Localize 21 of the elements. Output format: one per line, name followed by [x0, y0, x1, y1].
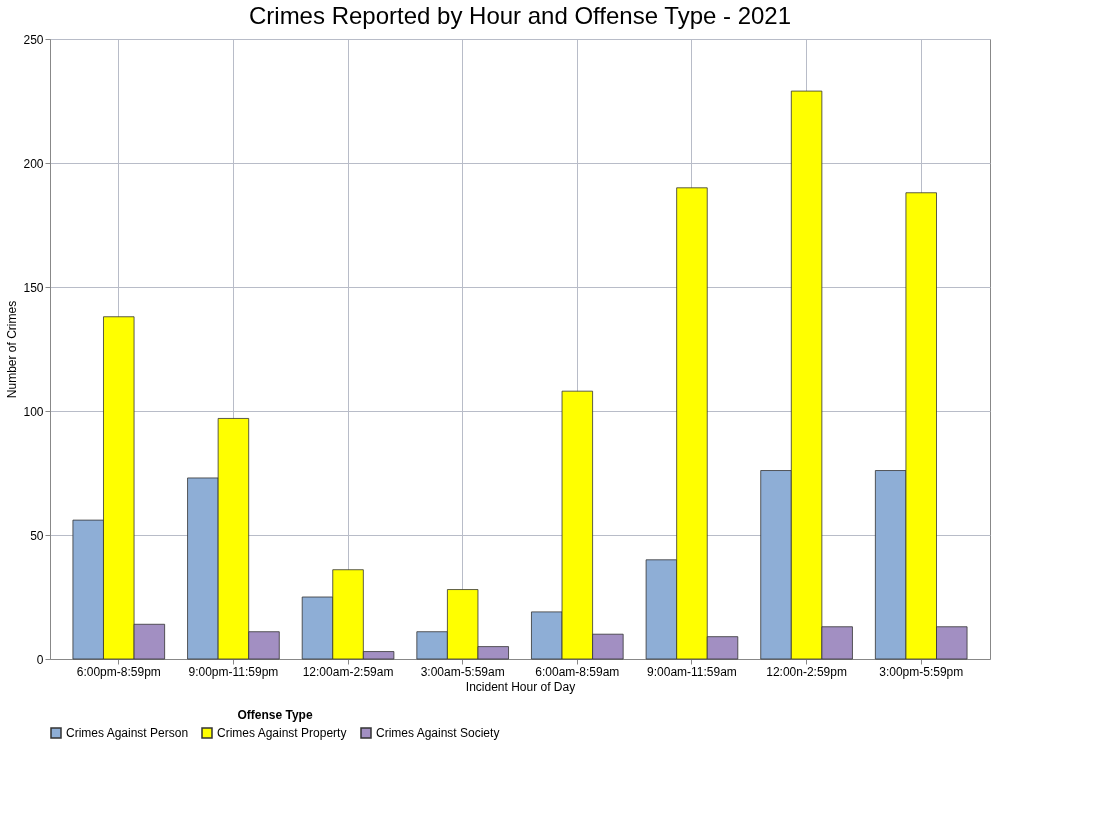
y-tick-label: 0 — [36, 652, 44, 667]
legend-label: Crimes Against Person — [66, 726, 189, 740]
x-axis-title: Incident Hour of Day — [465, 679, 576, 694]
legend-title: Offense Type — [237, 708, 313, 722]
y-tick-label: 50 — [30, 528, 44, 543]
x-tick-label: 3:00pm-5:59pm — [879, 664, 964, 679]
legend-label: Crimes Against Property — [217, 726, 347, 740]
x-tick-label: 12:00am-2:59am — [302, 664, 394, 679]
y-tick-label: 200 — [23, 156, 44, 171]
x-tick-label: 3:00am-5:59am — [420, 664, 505, 679]
x-tick-label: 6:00am-8:59am — [535, 664, 620, 679]
y-tick-label: 150 — [23, 280, 44, 295]
chart-title: Crimes Reported by Hour and Offense Type - 2021 — [248, 2, 792, 29]
x-tick-label: 9:00am-11:59am — [647, 664, 737, 679]
y-tick-label: 250 — [23, 32, 44, 47]
x-tick-label: 9:00pm-11:59pm — [188, 664, 279, 679]
y-tick-label: 100 — [23, 404, 44, 419]
x-tick-label: 6:00pm-8:59pm — [76, 664, 161, 679]
x-tick-label: 12:00n-2:59pm — [766, 664, 847, 679]
legend-label: Crimes Against Society — [376, 726, 500, 740]
y-axis-title: Number of Crimes — [5, 300, 20, 399]
